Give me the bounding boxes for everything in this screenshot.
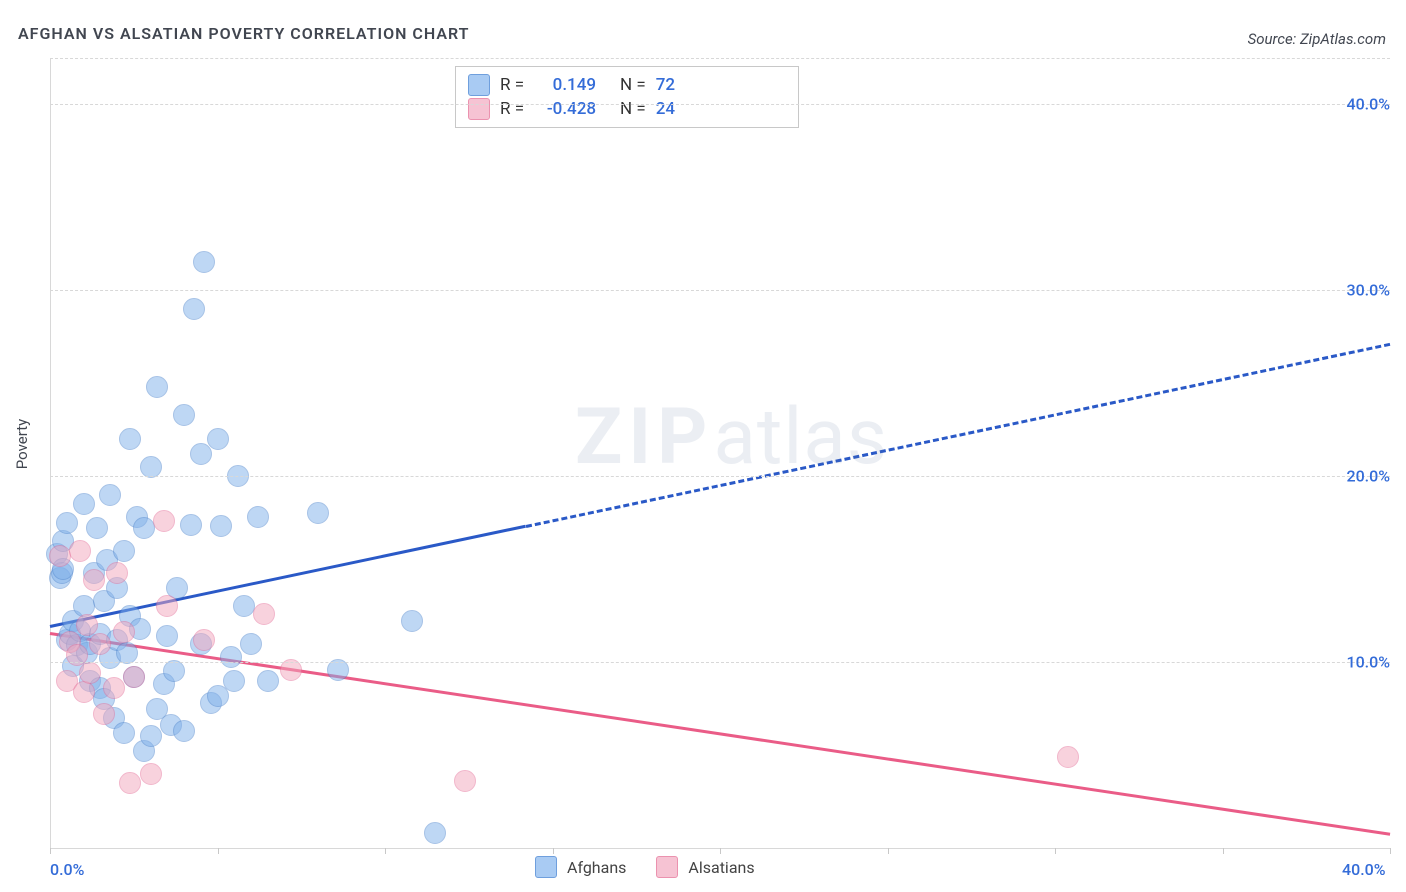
data-point-afghans	[113, 540, 135, 562]
data-point-afghans	[183, 298, 205, 320]
x-tick	[50, 848, 51, 854]
data-point-alsatians	[1057, 746, 1079, 768]
data-point-alsatians	[106, 562, 128, 584]
data-point-afghans	[424, 822, 446, 844]
x-tick	[1223, 848, 1224, 854]
x-tick	[888, 848, 889, 854]
legend-swatch-alsatians	[656, 856, 678, 878]
data-point-afghans	[207, 428, 229, 450]
data-point-afghans	[99, 484, 121, 506]
x-tick-label: 0.0%	[50, 860, 84, 879]
data-point-alsatians	[153, 510, 175, 532]
legend-swatch-afghans	[468, 74, 490, 96]
data-point-afghans	[133, 517, 155, 539]
grid-line	[50, 104, 1390, 105]
data-point-alsatians	[103, 677, 125, 699]
data-point-alsatians	[93, 703, 115, 725]
data-point-afghans	[173, 720, 195, 742]
correlation-legend: R = 0.149 N = 72 R = -0.428 N = 24	[455, 66, 799, 128]
x-tick	[385, 848, 386, 854]
data-point-afghans	[113, 722, 135, 744]
source-attribution: Source: ZipAtlas.com	[1248, 30, 1386, 48]
watermark-rest: atlas	[713, 392, 888, 483]
r-label: R =	[500, 99, 524, 119]
chart-title: AFGHAN VS ALSATIAN POVERTY CORRELATION C…	[18, 24, 470, 43]
data-point-afghans	[56, 512, 78, 534]
grid-line	[50, 662, 1390, 663]
legend-item-alsatians: Alsatians	[656, 856, 754, 878]
data-point-afghans	[140, 456, 162, 478]
data-point-alsatians	[140, 763, 162, 785]
legend-row-afghans: R = 0.149 N = 72	[468, 73, 784, 97]
x-tick-label: 40.0%	[1342, 860, 1386, 879]
n-value-afghans: 72	[656, 75, 675, 95]
n-label: N =	[620, 75, 646, 95]
legend-item-afghans: Afghans	[535, 856, 626, 878]
data-point-alsatians	[113, 621, 135, 643]
data-point-afghans	[401, 610, 423, 632]
data-point-afghans	[223, 670, 245, 692]
y-tick-label: 20.0%	[1346, 467, 1390, 486]
x-tick	[218, 848, 219, 854]
y-tick-label: 30.0%	[1346, 281, 1390, 300]
y-axis-label: Poverty	[13, 419, 31, 469]
series-legend: Afghans Alsatians	[535, 856, 755, 878]
data-point-alsatians	[156, 595, 178, 617]
data-point-alsatians	[123, 666, 145, 688]
legend-label-alsatians: Alsatians	[688, 858, 754, 877]
watermark-bold: ZIP	[575, 392, 713, 483]
data-point-afghans	[146, 376, 168, 398]
x-tick	[1055, 848, 1056, 854]
data-point-afghans	[247, 506, 269, 528]
data-point-alsatians	[253, 603, 275, 625]
data-point-afghans	[173, 404, 195, 426]
data-point-afghans	[140, 725, 162, 747]
data-point-afghans	[163, 660, 185, 682]
data-point-afghans	[73, 493, 95, 515]
data-point-afghans	[119, 428, 141, 450]
legend-swatch-alsatians	[468, 98, 490, 120]
data-point-afghans	[116, 642, 138, 664]
data-point-alsatians	[89, 633, 111, 655]
y-tick-label: 10.0%	[1346, 653, 1390, 672]
legend-label-afghans: Afghans	[567, 858, 626, 877]
data-point-afghans	[156, 625, 178, 647]
data-point-afghans	[193, 251, 215, 273]
grid-line	[50, 476, 1390, 477]
x-tick	[553, 848, 554, 854]
legend-swatch-afghans	[535, 856, 557, 878]
legend-row-alsatians: R = -0.428 N = 24	[468, 97, 784, 121]
data-point-alsatians	[119, 772, 141, 794]
n-label: N =	[620, 99, 646, 119]
data-point-afghans	[307, 502, 329, 524]
data-point-alsatians	[193, 629, 215, 651]
data-point-alsatians	[49, 545, 71, 567]
r-value-alsatians: -0.428	[534, 99, 596, 119]
grid-line	[50, 58, 1390, 59]
data-point-afghans	[180, 514, 202, 536]
grid-line	[50, 290, 1390, 291]
y-tick-label: 40.0%	[1346, 95, 1390, 114]
watermark: ZIPatlas	[575, 392, 888, 483]
x-tick	[1390, 848, 1391, 854]
x-tick	[720, 848, 721, 854]
data-point-afghans	[86, 517, 108, 539]
data-point-afghans	[257, 670, 279, 692]
data-point-afghans	[240, 633, 262, 655]
data-point-afghans	[220, 646, 242, 668]
data-point-alsatians	[83, 569, 105, 591]
r-value-afghans: 0.149	[534, 75, 596, 95]
data-point-afghans	[210, 515, 232, 537]
data-point-alsatians	[69, 540, 91, 562]
r-label: R =	[500, 75, 524, 95]
data-point-alsatians	[454, 770, 476, 792]
data-point-alsatians	[79, 662, 101, 684]
n-value-alsatians: 24	[656, 99, 675, 119]
data-point-afghans	[233, 595, 255, 617]
